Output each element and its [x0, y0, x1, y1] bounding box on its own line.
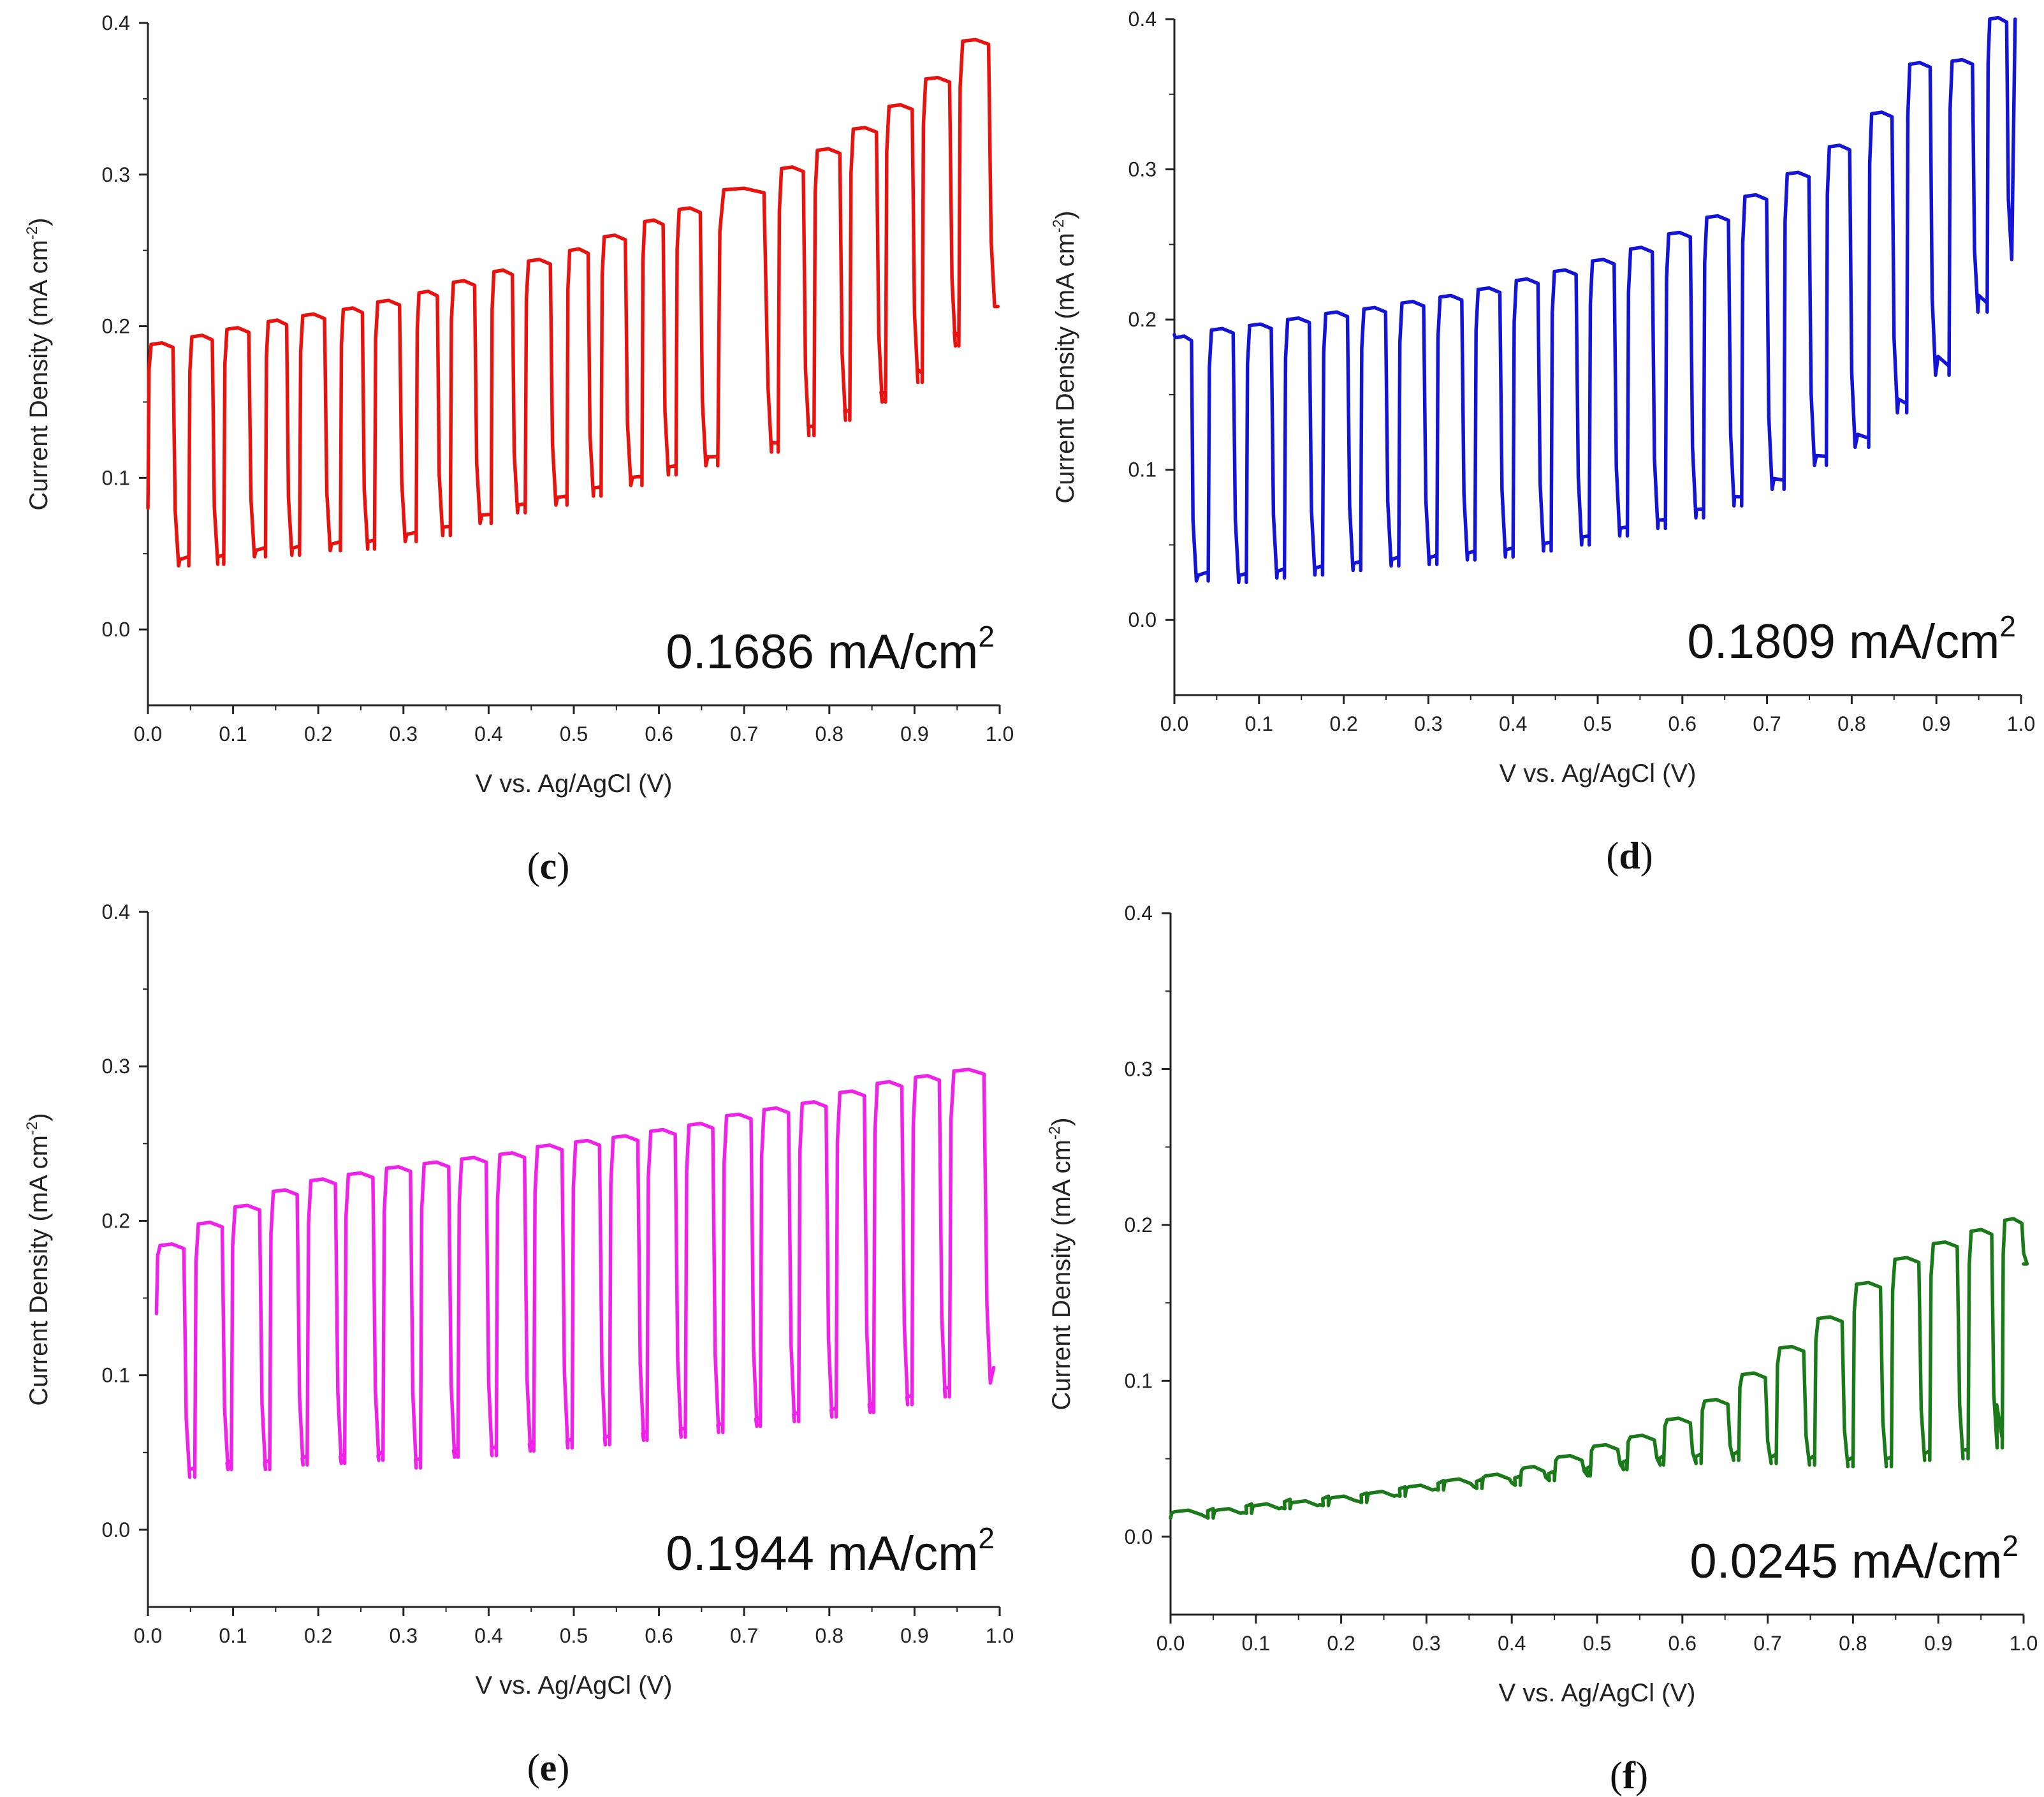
chart-svg-d: 0.0 0.1 0.2 0.3 0.4 0.5 0.6 0.7 0.8 0.9 1.0 0.0 0.1 0…	[1050, 8, 2035, 877]
x-tick-label: 0.5	[1583, 1632, 1611, 1655]
y-tick-label: 0.0	[102, 618, 130, 641]
x-tick-label: 0.4	[474, 722, 502, 745]
x-tick-label: 0.7	[730, 722, 758, 745]
panel-label: (c)	[527, 845, 570, 887]
x-tick-label: 0.7	[1753, 1632, 1781, 1655]
x-tick-label: 1.0	[2007, 712, 2035, 735]
panel-label: (e)	[527, 1747, 570, 1789]
x-tick-label: 0.1	[219, 722, 247, 745]
x-tick-label: 0.6	[645, 722, 673, 745]
x-axis-title: V vs. Ag/AgCl (V)	[1500, 759, 1697, 788]
panel-label: (f)	[1610, 1754, 1648, 1796]
x-tick-label: 0.8	[815, 1624, 843, 1647]
series-line-c-0	[146, 38, 1000, 568]
x-tick-label: 0.4	[474, 1624, 502, 1647]
x-tick-label: 0.2	[304, 1624, 332, 1647]
y-tick-label: 0.1	[1128, 458, 1157, 481]
y-tick-label: 0.4	[102, 11, 130, 34]
x-tick-label: 0.2	[1329, 712, 1357, 735]
y-axis-title: Current Density (mA cm-2)	[1050, 210, 1079, 503]
x-tick-label: 0.6	[1668, 1632, 1697, 1655]
chart-svg-f: 0.0 0.1 0.2 0.3 0.4 0.5 0.6 0.7 0.8 0.9 1.0 0.0 0.1 0…	[1046, 902, 2038, 1796]
series-line-e-0	[154, 1067, 996, 1479]
x-tick-label: 0.7	[730, 1624, 758, 1647]
x-tick-label: 0.8	[1837, 712, 1865, 735]
y-tick-label: 0.0	[1128, 608, 1157, 631]
photocurrent-annotation: 0.0245 mA/cm2	[1690, 1529, 2018, 1588]
x-tick-label: 0.3	[390, 722, 418, 745]
y-tick-label: 0.4	[1125, 902, 1153, 925]
x-tick-label: 0.3	[1414, 712, 1442, 735]
chart-svg-c: 0.0 0.1 0.2 0.3 0.4 0.5 0.6 0.7 0.8 0.9 1.0 0.0 0.1 0…	[24, 11, 1014, 887]
y-tick-label: 0.2	[102, 1209, 130, 1232]
x-tick-label: 0.9	[1922, 712, 1950, 735]
photocurrent-annotation: 0.1944 mA/cm2	[666, 1522, 995, 1581]
x-tick-label: 1.0	[986, 722, 1014, 745]
x-tick-label: 0.0	[134, 1624, 162, 1647]
x-tick-label: 0.5	[560, 722, 588, 745]
x-axis-title: V vs. Ag/AgCl (V)	[476, 1671, 673, 1699]
y-tick-label: 0.2	[1128, 308, 1157, 331]
panel-label: (d)	[1606, 835, 1653, 877]
x-tick-label: 0.1	[219, 1624, 247, 1647]
x-axis-title: V vs. Ag/AgCl (V)	[1499, 1679, 1696, 1707]
y-tick-label: 0.3	[102, 1055, 130, 1078]
x-tick-label: 1.0	[2010, 1632, 2038, 1655]
y-axis-title: Current Density (mA cm-2)	[1046, 1117, 1076, 1410]
y-tick-label: 0.4	[1128, 8, 1157, 31]
x-tick-label: 0.9	[900, 722, 928, 745]
x-tick-label: 0.0	[1160, 712, 1188, 735]
x-tick-label: 0.8	[815, 722, 843, 745]
x-axis-title: V vs. Ag/AgCl (V)	[476, 770, 673, 798]
y-tick-label: 0.1	[102, 466, 130, 489]
y-tick-label: 0.3	[102, 163, 130, 186]
x-tick-label: 0.1	[1242, 1632, 1270, 1655]
series-line-d-0	[1172, 15, 2017, 585]
x-tick-label: 0.2	[1327, 1632, 1355, 1655]
chart-panel-e: 0.0 0.1 0.2 0.3 0.4 0.5 0.6 0.7 0.8 0.9 1.0 0.0 0.1 0…	[0, 893, 1024, 1797]
y-tick-label: 0.0	[1125, 1525, 1153, 1548]
x-tick-label: 0.0	[1157, 1632, 1185, 1655]
chart-panel-d: 0.0 0.1 0.2 0.3 0.4 0.5 0.6 0.7 0.8 0.9 1.0 0.0 0.1 0…	[1020, 0, 2044, 904]
x-tick-label: 0.3	[1412, 1632, 1440, 1655]
x-tick-label: 0.0	[134, 722, 162, 745]
x-tick-label: 0.4	[1498, 1632, 1526, 1655]
y-tick-label: 0.2	[1125, 1214, 1153, 1236]
y-tick-label: 0.0	[102, 1518, 130, 1541]
y-axis-title: Current Density (mA cm-2)	[24, 1113, 53, 1405]
photocurrent-annotation: 0.1686 mA/cm2	[666, 620, 995, 679]
x-tick-label: 0.2	[304, 722, 332, 745]
x-tick-label: 0.9	[1924, 1632, 1952, 1655]
y-tick-label: 0.1	[102, 1364, 130, 1387]
x-tick-label: 0.6	[645, 1624, 673, 1647]
x-tick-label: 0.6	[1668, 712, 1697, 735]
series-line-f-0	[1169, 1217, 2029, 1520]
x-tick-label: 0.1	[1245, 712, 1273, 735]
y-tick-label: 0.3	[1128, 158, 1157, 181]
x-tick-label: 0.4	[1499, 712, 1527, 735]
chart-panel-f: 0.0 0.1 0.2 0.3 0.4 0.5 0.6 0.7 0.8 0.9 1.0 0.0 0.1 0…	[1020, 893, 2044, 1797]
x-tick-label: 0.5	[1584, 712, 1612, 735]
x-tick-label: 0.9	[900, 1624, 928, 1647]
x-tick-label: 0.8	[1839, 1632, 1867, 1655]
y-tick-label: 0.3	[1125, 1057, 1153, 1080]
photocurrent-annotation: 0.1809 mA/cm2	[1687, 610, 2016, 669]
x-tick-label: 0.5	[560, 1624, 588, 1647]
x-tick-label: 1.0	[986, 1624, 1014, 1647]
chart-panel-c: 0.0 0.1 0.2 0.3 0.4 0.5 0.6 0.7 0.8 0.9 1.0 0.0 0.1 0…	[0, 0, 1024, 904]
y-axis-title: Current Density (mA cm-2)	[24, 217, 53, 510]
x-tick-label: 0.7	[1753, 712, 1781, 735]
y-tick-label: 0.2	[102, 315, 130, 338]
y-tick-label: 0.1	[1125, 1369, 1153, 1392]
x-tick-label: 0.3	[390, 1624, 418, 1647]
chart-svg-e: 0.0 0.1 0.2 0.3 0.4 0.5 0.6 0.7 0.8 0.9 1.0 0.0 0.1 0…	[24, 900, 1014, 1789]
y-tick-label: 0.4	[102, 900, 130, 923]
